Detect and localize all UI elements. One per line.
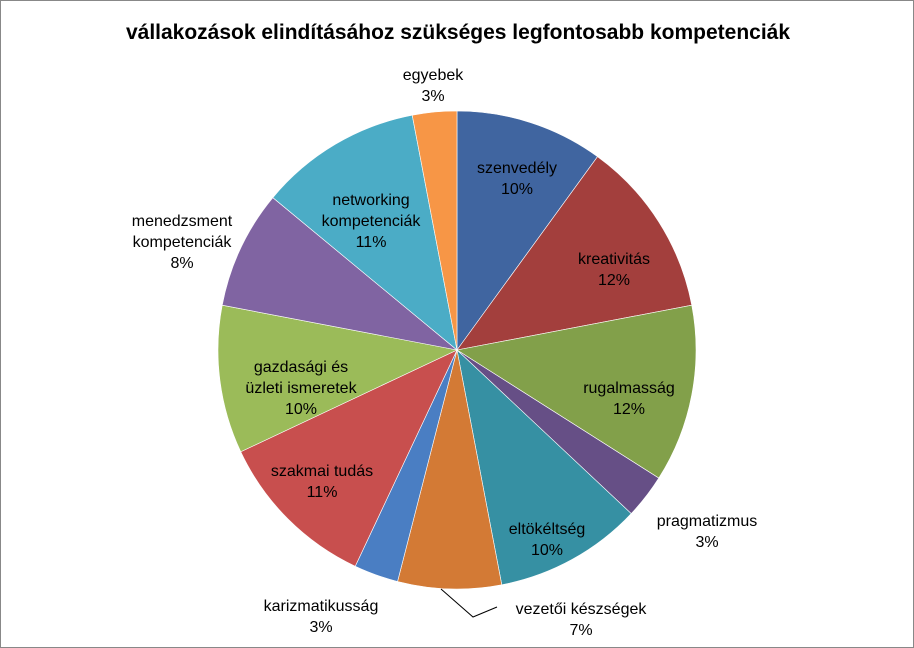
pie-slice-11 (411, 110, 458, 351)
leader-line-5 (440, 588, 498, 618)
slice-label-9: menedzsment kompetenciák 8% (132, 213, 233, 272)
slice-label-7: szakmai tudás 11% (271, 463, 373, 501)
pie-slice-9 (221, 197, 458, 351)
pie-slice-8 (217, 304, 458, 453)
pie-slice-7 (240, 349, 458, 567)
slice-label-11: egyebek 3% (403, 67, 464, 105)
pie-slice-5 (397, 349, 503, 590)
pie-slice-10 (272, 114, 458, 351)
slice-label-4: eltökéltség 10% (509, 521, 586, 559)
slice-label-3: pragmatizmus 3% (657, 513, 757, 551)
slice-label-1: kreativitás 12% (578, 251, 650, 289)
pie-slice-1 (456, 156, 693, 351)
slice-label-8: gazdasági és üzleti ismeretek 10% (245, 359, 357, 418)
pie-slice-0 (456, 110, 598, 351)
slice-label-2: rugalmasság 12% (583, 380, 675, 418)
slice-label-6: karizmatikusság 3% (264, 598, 379, 636)
slice-label-10: networking kompetenciák 11% (322, 192, 422, 251)
slice-label-0: szenvedély 10% (477, 160, 557, 198)
pie-slice-4 (456, 349, 632, 586)
chart-title: vállakozások elindításához szükséges leg… (125, 21, 791, 44)
pie-slice-2 (456, 304, 697, 479)
slice-label-5: vezetői készségek 7% (516, 601, 648, 639)
